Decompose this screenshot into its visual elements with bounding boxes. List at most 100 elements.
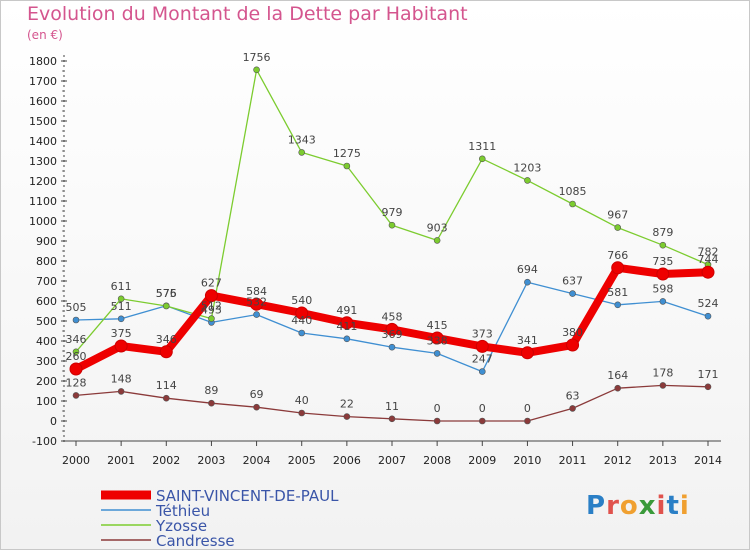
logo-letter: r [606, 491, 620, 521]
data-label-saint-vincent-de-paul: 766 [607, 249, 628, 262]
data-point-saint-vincent-de-paul [114, 339, 128, 353]
data-point-candresse [704, 383, 712, 391]
data-label-saint-vincent-de-paul: 735 [652, 255, 673, 268]
data-label-t-thieu: 369 [382, 328, 403, 341]
data-point-saint-vincent-de-paul [566, 338, 580, 352]
data-label-t-thieu: 338 [427, 334, 448, 347]
data-label-t-thieu: 511 [111, 300, 132, 313]
x-tick-label: 2006 [333, 454, 361, 467]
data-point-candresse [117, 388, 125, 395]
y-tick-label: 1600 [29, 95, 57, 108]
data-label-candresse: 164 [607, 369, 628, 382]
data-label-yzosse: 512 [201, 300, 222, 313]
x-tick-label: 2001 [107, 454, 135, 467]
data-point-yzosse [478, 155, 486, 163]
data-label-yzosse: 1311 [468, 140, 496, 153]
data-point-yzosse [659, 241, 667, 249]
data-label-t-thieu: 576 [156, 287, 177, 300]
data-label-yzosse: 611 [111, 280, 132, 293]
x-tick-label: 2000 [62, 454, 90, 467]
data-point-candresse [614, 384, 622, 392]
data-label-yzosse: 346 [66, 333, 87, 346]
x-tick-label: 2004 [243, 454, 271, 467]
x-tick-label: 2013 [649, 454, 677, 467]
data-point-t-thieu [433, 350, 441, 357]
data-point-yzosse [433, 237, 441, 244]
data-label-t-thieu: 598 [652, 282, 673, 295]
data-point-t-thieu [478, 368, 486, 375]
data-point-candresse [659, 382, 667, 389]
y-tick-label: 300 [36, 355, 57, 368]
legend-label: Téthieu [155, 502, 210, 520]
data-label-candresse: 128 [66, 376, 87, 389]
data-label-yzosse: 903 [427, 221, 448, 234]
legend-label: Yzosse [155, 517, 207, 535]
data-point-t-thieu [117, 315, 125, 323]
y-tick-label: 200 [36, 375, 57, 388]
y-tick-label: 1800 [29, 55, 57, 68]
y-tick-label: 600 [36, 295, 57, 308]
data-label-saint-vincent-de-paul: 415 [427, 319, 448, 332]
data-point-candresse [343, 413, 351, 420]
legend-label: Candresse [156, 532, 235, 549]
data-point-t-thieu [524, 278, 531, 286]
data-label-yzosse: 1275 [333, 147, 361, 160]
series-layer [69, 66, 715, 425]
data-label-saint-vincent-de-paul: 375 [111, 327, 132, 340]
data-label-yzosse: 1756 [243, 51, 271, 64]
data-label-candresse: 0 [524, 402, 531, 415]
data-point-candresse [478, 417, 486, 425]
data-label-candresse: 171 [698, 368, 719, 381]
data-label-yzosse: 1085 [559, 185, 587, 198]
chart-axes: -100010020030040050060070080090010001100… [29, 55, 722, 467]
data-point-saint-vincent-de-paul [159, 345, 173, 359]
y-tick-label: 1500 [29, 115, 57, 128]
data-label-saint-vincent-de-paul: 373 [472, 327, 493, 340]
data-labels-layer: 128 148 114 89 69 40 22 11 0 0 0 63 164 178 171 505 511 5… [66, 51, 719, 415]
data-point-candresse [388, 415, 396, 423]
y-tick-label: 1000 [29, 215, 57, 228]
data-point-candresse [253, 403, 260, 411]
y-tick-label: 700 [36, 275, 57, 288]
y-tick-label: 0 [50, 415, 57, 428]
y-tick-label: 400 [36, 335, 57, 348]
data-point-saint-vincent-de-paul [204, 289, 218, 303]
y-tick-label: 100 [36, 395, 57, 408]
data-point-candresse [524, 417, 531, 425]
data-label-yzosse: 967 [607, 209, 628, 222]
data-point-t-thieu [569, 290, 576, 297]
data-point-yzosse [524, 177, 531, 184]
logo-letter: x [638, 491, 657, 521]
data-point-saint-vincent-de-paul [656, 267, 670, 281]
data-point-yzosse [117, 295, 125, 303]
data-point-yzosse [298, 149, 306, 156]
data-label-saint-vincent-de-paul: 540 [291, 294, 312, 307]
data-label-candresse: 69 [250, 388, 264, 401]
proxiti-logo: Proxiti [586, 491, 690, 521]
data-label-candresse: 11 [385, 400, 399, 413]
data-label-yzosse: 979 [382, 206, 403, 219]
data-label-saint-vincent-de-paul: 627 [201, 277, 222, 290]
data-point-yzosse [569, 200, 576, 208]
y-tick-label: 500 [36, 315, 57, 328]
data-point-candresse [433, 417, 441, 425]
logo-letter: t [666, 491, 680, 521]
data-point-t-thieu [72, 316, 80, 324]
y-tick-label: 1100 [29, 195, 57, 208]
x-tick-label: 2002 [152, 454, 180, 467]
chart-unit-label: (en €) [27, 28, 63, 42]
data-point-saint-vincent-de-paul [69, 362, 83, 376]
data-point-yzosse [208, 315, 215, 322]
data-label-t-thieu: 493 [201, 303, 222, 316]
data-point-yzosse [388, 221, 396, 229]
data-point-candresse [298, 409, 306, 417]
data-label-saint-vincent-de-paul: 491 [336, 304, 357, 317]
y-tick-label: 900 [36, 235, 57, 248]
data-label-candresse: 0 [479, 402, 486, 415]
data-label-saint-vincent-de-paul: 458 [382, 310, 403, 323]
data-point-saint-vincent-de-paul [340, 316, 354, 330]
x-tick-label: 2012 [604, 454, 632, 467]
data-label-t-thieu: 637 [562, 275, 583, 288]
data-point-saint-vincent-de-paul [701, 265, 715, 279]
